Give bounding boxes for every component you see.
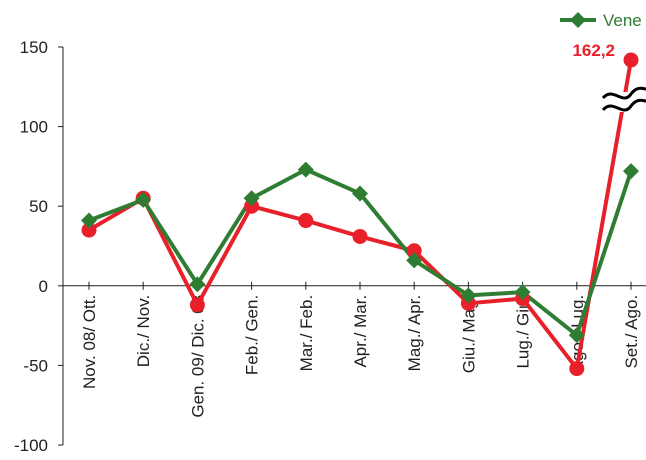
legend: Vene bbox=[560, 11, 642, 30]
series-point-1 bbox=[623, 52, 639, 68]
axis-break-mark bbox=[601, 86, 646, 112]
series-markers bbox=[81, 52, 639, 377]
y-tick-label: 150 bbox=[20, 38, 48, 57]
x-axis-categories: Nov. 08/ Ott. Dic./ Nov. Gen. 09/ Dic. 08 F… bbox=[80, 281, 641, 418]
y-tick-label: 0 bbox=[39, 277, 48, 296]
y-tick-label: -50 bbox=[23, 356, 48, 375]
series-point-0 bbox=[514, 284, 531, 301]
series-point-0 bbox=[135, 191, 152, 208]
series-point-1 bbox=[298, 213, 314, 229]
series-point-1 bbox=[569, 361, 585, 377]
x-tick-label: Apr./ Mar. bbox=[351, 295, 370, 368]
x-tick-label: Gen. 09/ Dic. 08 bbox=[188, 295, 207, 418]
data-annotations: 162,2 bbox=[572, 41, 615, 60]
x-tick-label: Mag./ Apr. bbox=[405, 295, 424, 372]
x-tick-label: Giu./ Mag. bbox=[459, 295, 478, 373]
y-tick-label: -100 bbox=[14, 436, 48, 455]
legend-diamond-marker bbox=[570, 12, 586, 28]
legend-label: Vene bbox=[603, 11, 642, 30]
series-point-1 bbox=[81, 222, 97, 238]
x-tick-label: Feb./ Gen. bbox=[243, 295, 262, 375]
x-tick-label: Nov. 08/ Ott. bbox=[80, 295, 99, 389]
series-point-1 bbox=[352, 228, 368, 244]
chart-axes bbox=[62, 47, 646, 445]
y-axis-ticks: -100 -50 0 50 100 150 bbox=[14, 38, 63, 455]
series-point-0 bbox=[189, 276, 206, 293]
series-point-0 bbox=[568, 327, 585, 344]
y-tick-label: 100 bbox=[20, 118, 48, 137]
data-label: 162,2 bbox=[572, 41, 615, 60]
series-point-1 bbox=[406, 243, 422, 259]
series-point-1 bbox=[189, 297, 205, 313]
series-point-0 bbox=[460, 287, 477, 304]
series-point-0 bbox=[623, 163, 639, 180]
series-point-0 bbox=[406, 252, 423, 269]
series-point-0 bbox=[297, 161, 314, 178]
x-tick-label: Lug./ Giu. bbox=[514, 295, 533, 369]
x-tick-label: Dic./ Nov. bbox=[134, 295, 153, 367]
x-tick-label: Mar./ Feb. bbox=[297, 295, 316, 372]
axis-break-wave bbox=[601, 98, 646, 112]
y-tick-label: 50 bbox=[29, 197, 48, 216]
series-point-0 bbox=[243, 190, 260, 207]
series-point-0 bbox=[352, 185, 368, 202]
series-point-0 bbox=[81, 212, 97, 229]
x-tick-label: Set./ Ago. bbox=[622, 295, 641, 369]
axis-break-wave bbox=[601, 86, 646, 100]
